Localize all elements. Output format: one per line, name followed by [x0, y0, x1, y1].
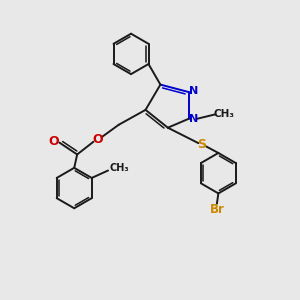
- Text: O: O: [49, 135, 59, 148]
- Text: CH₃: CH₃: [213, 109, 234, 119]
- Text: CH₃: CH₃: [110, 163, 129, 172]
- Text: N: N: [189, 86, 199, 96]
- Text: S: S: [197, 138, 206, 151]
- Text: Br: Br: [209, 203, 224, 216]
- Text: N: N: [189, 114, 199, 124]
- Text: O: O: [93, 133, 103, 146]
